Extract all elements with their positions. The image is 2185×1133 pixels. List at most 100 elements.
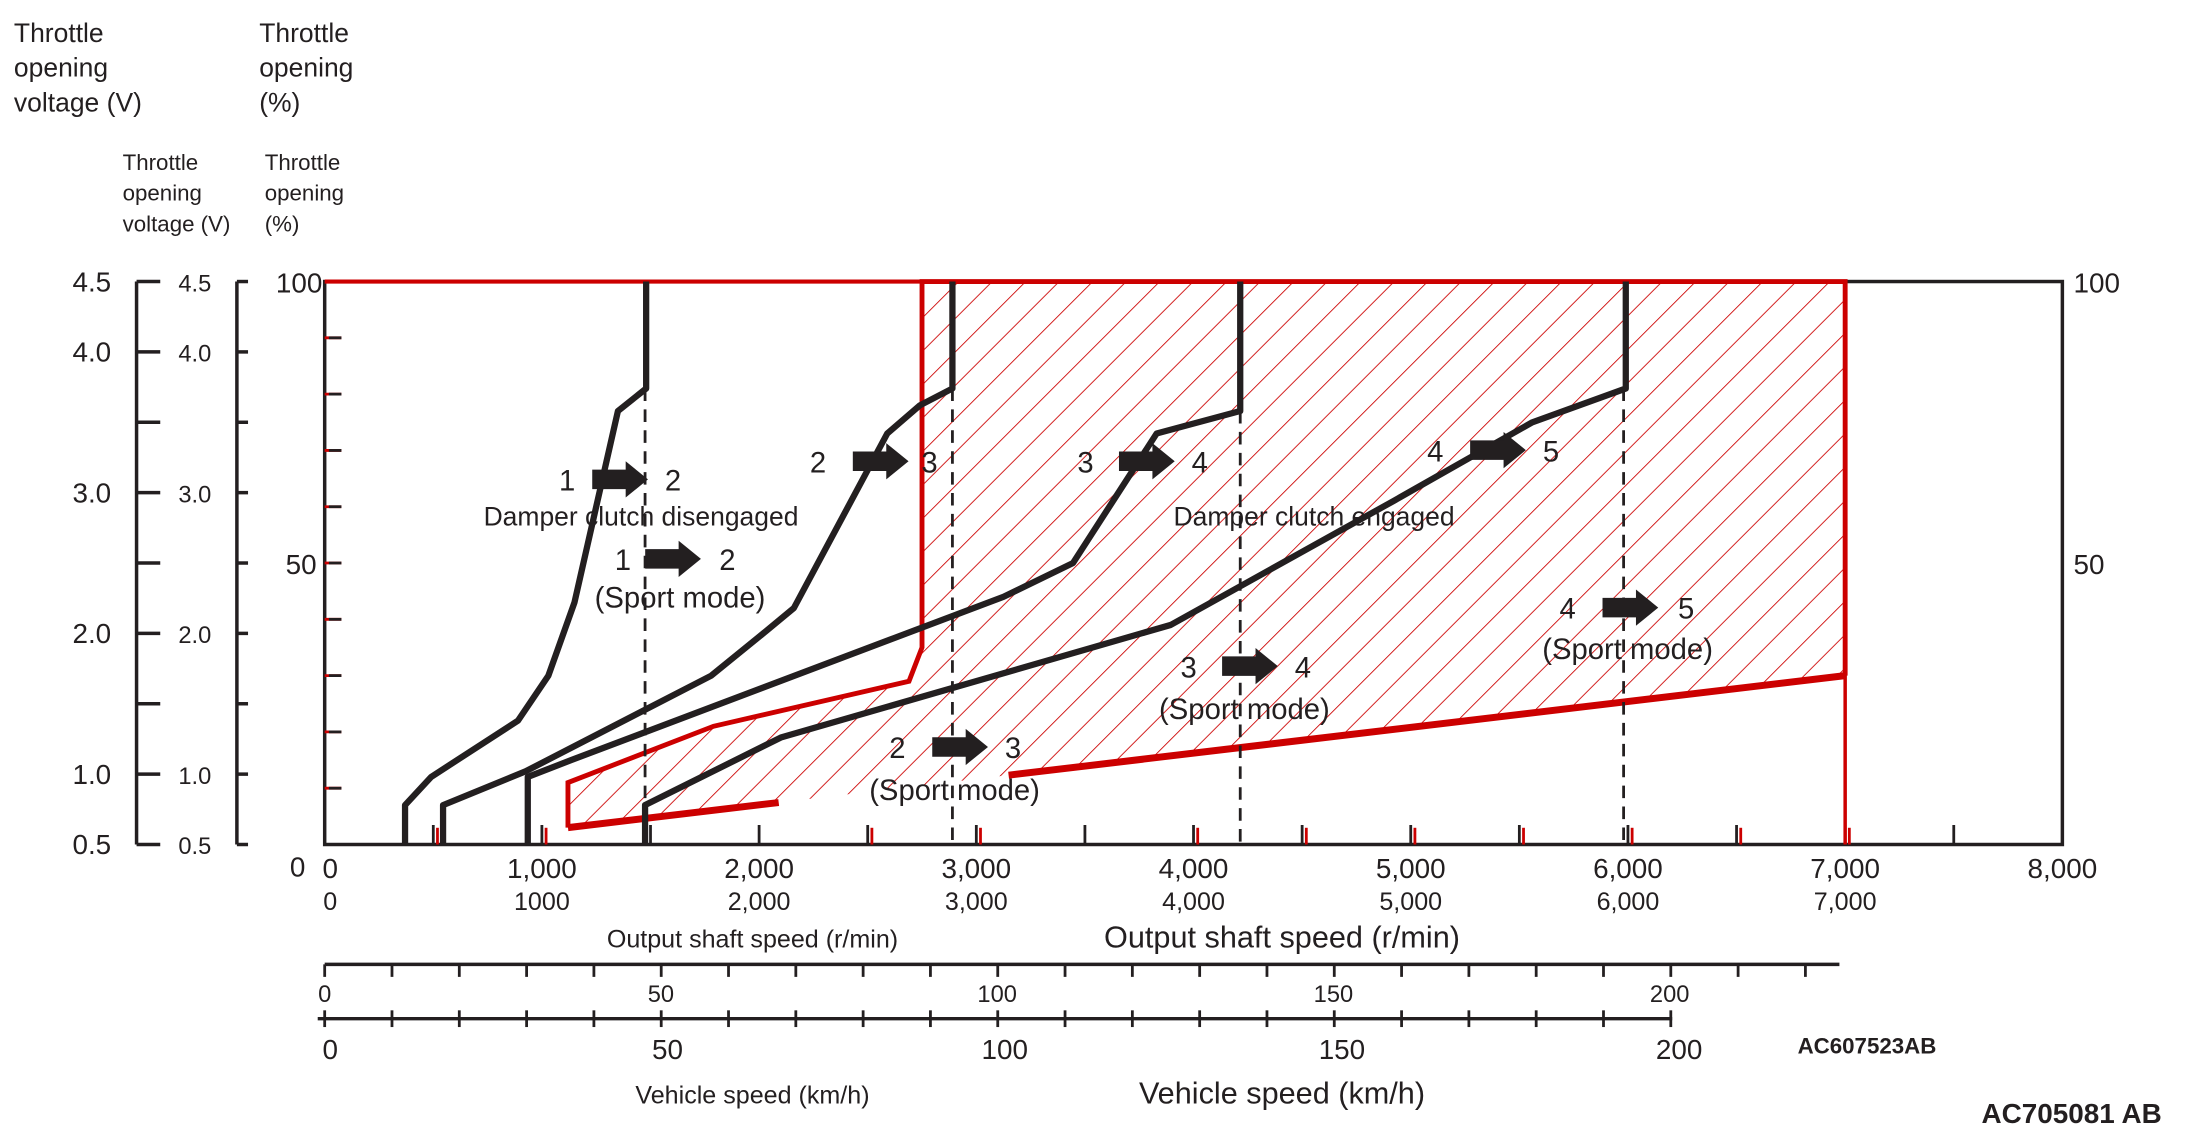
vehicle-speed-tick-label: 50: [648, 982, 674, 1008]
damper-clutch-engaged-label: Damper clutch engaged: [1174, 501, 1455, 531]
to-gear: 3: [1005, 733, 1021, 765]
axis-title-line: opening: [265, 181, 344, 206]
upshift-line: [524, 281, 1244, 845]
damper-clutch-engaged-region: [324, 279, 1848, 845]
voltage-axis-title-small: Throttle opening voltage (V): [123, 150, 231, 236]
voltage-tick-label: 1.0: [72, 759, 111, 790]
shift-annotation: 3 4 (Sport mode): [1159, 648, 1330, 726]
shift-annotation: 4 5 (Sport mode): [1542, 589, 1713, 666]
vehicle-speed-label-large: Vehicle speed (km/h): [1139, 1077, 1425, 1111]
percent-axis-title-small: Throttle opening (%): [265, 150, 344, 236]
axis-title-line: voltage (V): [123, 211, 231, 236]
x-tick-label: 5,000: [1376, 853, 1446, 884]
upshift-line: [439, 281, 956, 845]
to-gear: 4: [1192, 447, 1208, 479]
figure-code: AC705081 AB: [1982, 1098, 2162, 1129]
to-gear: 2: [665, 466, 681, 498]
arrow-right-icon: [1470, 432, 1526, 469]
from-gear: 3: [1181, 652, 1197, 684]
from-gear: 4: [1427, 436, 1443, 468]
x-axis-label-small: Output shaft speed (r/min): [607, 926, 898, 954]
axis-title-line: (%): [259, 88, 300, 118]
from-gear: 1: [559, 466, 575, 498]
shift-annotation: 2 3 (Sport mode): [869, 728, 1040, 807]
voltage-tick-label: 2.0: [178, 623, 211, 649]
damper-clutch-disengaged-label: Damper clutch disengaged: [484, 501, 799, 531]
arrow-right-icon: [1222, 648, 1278, 685]
vehicle-speed-tick-label: 100: [977, 982, 1017, 1008]
engaged-region-lower-boundary: [567, 799, 780, 832]
from-gear: 1: [615, 545, 631, 577]
vehicle-speed-tick-label: 0: [318, 982, 331, 1008]
x-tick-label: 4,000: [1159, 853, 1229, 884]
arrow-right-icon: [852, 443, 909, 480]
axis-title-line: opening: [123, 181, 202, 206]
from-gear: 4: [1560, 594, 1576, 626]
percent-tick-label: 50: [286, 549, 317, 580]
vehicle-speed-tick-label: 200: [1650, 982, 1689, 1008]
shift-lines: [401, 281, 1629, 845]
sport-mode-label: (Sport mode): [1542, 634, 1713, 666]
axis-title-line: Throttle: [265, 150, 341, 175]
to-gear: 2: [719, 545, 735, 577]
sport-mode-label: (Sport mode): [1159, 694, 1330, 726]
voltage-tick-label: 4.0: [72, 337, 111, 368]
voltage-tick-label: 0.5: [178, 834, 211, 860]
x-tick-label-overlay: 5,000: [1379, 888, 1442, 916]
arrow-right-icon: [592, 461, 648, 498]
x-tick-label-overlay: 0: [323, 888, 337, 916]
voltage-tick-label: 4.0: [178, 342, 211, 368]
voltage-tick-label: 2.0: [72, 618, 111, 649]
arrow-right-icon: [645, 540, 701, 577]
axis-title-line: voltage (V): [14, 88, 142, 118]
figure-code: AC607523AB: [1798, 1034, 1937, 1059]
arrow-right-icon: [1118, 443, 1175, 480]
x-tick-label-overlay: 3,000: [945, 888, 1008, 916]
x-tick-label: 7,000: [1810, 853, 1880, 884]
sport-mode-label: (Sport mode): [595, 583, 766, 615]
upshift-line: [641, 281, 1629, 845]
vehicle-speed-tick-label: 150: [1319, 1034, 1365, 1065]
vehicle-speed-tick-label: 200: [1656, 1034, 1702, 1065]
x-axis-label-large: Output shaft speed (r/min): [1104, 921, 1460, 955]
x-tick-label: 6,000: [1593, 853, 1663, 884]
to-gear: 3: [921, 447, 937, 479]
shift-annotation: 1 2 (Sport mode): [595, 540, 766, 615]
x-tick-label-overlay: 6,000: [1597, 888, 1660, 916]
x-tick-label: 2,000: [724, 853, 794, 884]
vehicle-speed-label-small: Vehicle speed (km/h): [635, 1082, 869, 1110]
from-gear: 2: [810, 447, 826, 479]
x-tick-label-overlay: 7,000: [1814, 888, 1877, 916]
axis-title-line: Throttle: [14, 18, 104, 48]
axis-title-line: opening: [259, 53, 353, 83]
axes: 100500100504.54.03.02.01.00.54.54.03.02.…: [72, 266, 2120, 1065]
voltage-tick-label: 4.5: [72, 266, 111, 297]
x-tick-label-overlay: 1000: [514, 888, 570, 916]
voltage-axis-title-large: Throttle opening voltage (V): [14, 18, 142, 118]
x-tick-label-overlay: 2,000: [728, 888, 791, 916]
arrow-right-icon: [932, 728, 988, 766]
voltage-tick-label: 3.0: [72, 477, 111, 508]
arrow-right-icon: [1602, 589, 1659, 626]
voltage-tick-label: 0.5: [72, 829, 111, 860]
percent-tick-label-overlay: 100: [2074, 268, 2120, 299]
from-gear: 2: [889, 733, 905, 765]
percent-tick-label: 0: [290, 852, 306, 883]
x-tick-label: 3,000: [941, 853, 1011, 884]
to-gear: 5: [1543, 436, 1559, 468]
shift-annotations: 1 22 3 3 4 4 51 2(Sport mode)2 3(Sport mode)3 4(S…: [559, 432, 1713, 807]
engaged-region-hatch: [567, 281, 1846, 828]
percent-axis-title-large: Throttle opening (%): [259, 18, 353, 118]
voltage-tick-label: 3.0: [178, 482, 211, 508]
upshift-line: [401, 281, 650, 845]
axis-title-line: opening: [14, 53, 108, 83]
x-tick-label: 8,000: [2028, 853, 2098, 884]
engaged-region-lower-boundary: [1008, 672, 1846, 779]
x-tick-label-overlay: 4,000: [1162, 888, 1225, 916]
percent-tick-label: 100: [276, 268, 322, 299]
